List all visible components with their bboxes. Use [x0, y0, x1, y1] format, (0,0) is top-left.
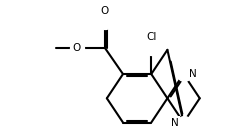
Text: Cl: Cl [146, 32, 156, 42]
Text: N: N [189, 69, 196, 79]
Text: O: O [72, 43, 81, 53]
Text: O: O [101, 5, 109, 16]
Text: N: N [171, 118, 179, 128]
